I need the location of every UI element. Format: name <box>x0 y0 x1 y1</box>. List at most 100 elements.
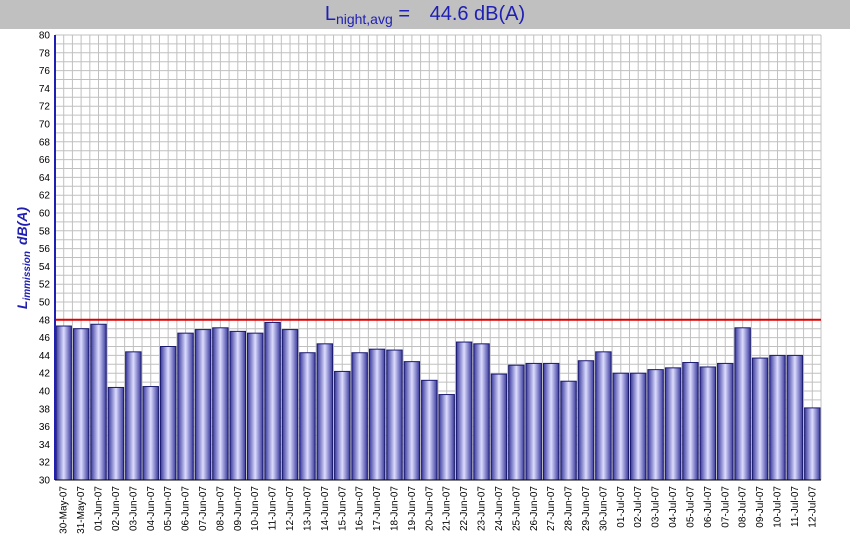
y-tick-label: 36 <box>39 422 51 433</box>
x-tick-label: 06-Jul-07 <box>703 486 714 528</box>
y-tick-label: 72 <box>39 102 51 113</box>
bar <box>438 394 455 481</box>
bar <box>159 346 177 481</box>
bar <box>264 321 281 481</box>
y-tick-label: 70 <box>39 120 51 131</box>
y-tick-label: 58 <box>39 226 51 237</box>
x-tick-label: 01-Jun-07 <box>94 486 105 531</box>
x-tick-labels: 30-May-07 31-May-07 01-Jun-07 02-Jun-07 03-J… <box>59 486 819 534</box>
y-tick-label: 64 <box>39 173 51 184</box>
y-axis-label-unit: dB(A) <box>14 207 30 245</box>
y-tick-label: 38 <box>39 404 51 415</box>
x-tick-label: 02-Jul-07 <box>633 486 644 528</box>
y-axis-label: Limmission dB(A) <box>14 207 33 309</box>
x-tick-label: 14-Jun-07 <box>320 486 331 531</box>
x-tick-label: 01-Jul-07 <box>616 486 627 528</box>
bar <box>473 343 490 481</box>
x-tick-label: 26-Jun-07 <box>529 486 540 531</box>
x-tick-label: 25-Jun-07 <box>511 486 522 531</box>
x-tick-label: 08-Jul-07 <box>738 486 749 528</box>
chart-title: Lnight,avg = 44.6 dB(A) <box>0 0 850 29</box>
x-tick-label: 30-May-07 <box>59 486 70 534</box>
x-tick-label: 11-Jun-07 <box>268 486 279 531</box>
bar <box>334 370 351 481</box>
x-tick-label: 09-Jun-07 <box>233 486 244 531</box>
x-tick-label: 28-Jun-07 <box>564 486 575 531</box>
bar <box>630 372 647 481</box>
x-tick-label: 03-Jun-07 <box>128 486 139 531</box>
y-tick-label: 44 <box>39 351 51 362</box>
bar <box>107 386 125 481</box>
bar <box>403 361 421 481</box>
bar <box>734 327 751 481</box>
y-tick-label: 42 <box>39 369 51 380</box>
bar <box>368 348 386 481</box>
x-tick-label: 09-Jul-07 <box>755 486 766 528</box>
y-tick-label: 78 <box>39 48 51 59</box>
y-tick-label: 62 <box>39 191 51 202</box>
y-tick-label: 48 <box>39 315 51 326</box>
bar <box>542 362 560 481</box>
bar <box>212 327 229 481</box>
bar <box>421 379 438 481</box>
x-tick-label: 06-Jun-07 <box>181 486 192 531</box>
y-tick-label: 60 <box>39 209 51 220</box>
x-tick-label: 23-Jun-07 <box>477 486 488 531</box>
y-tick-labels: 30 32 34 36 38 40 42 44 46 48 50 52 54 56 58 60 62 64 66 68… <box>39 31 51 487</box>
y-tick-label: 68 <box>39 137 51 148</box>
bar <box>560 380 577 481</box>
bar <box>595 351 612 481</box>
x-tick-label: 15-Jun-07 <box>337 486 348 531</box>
y-tick-label: 40 <box>39 387 51 398</box>
y-axis-label-sub: immission <box>22 251 33 300</box>
x-tick-label: 16-Jun-07 <box>355 486 366 531</box>
bar <box>316 343 334 481</box>
x-tick-label: 08-Jun-07 <box>215 486 226 531</box>
x-tick-label: 10-Jun-07 <box>250 486 261 531</box>
bar <box>90 323 107 481</box>
x-tick-label: 05-Jul-07 <box>685 486 696 528</box>
title-main: L <box>324 3 336 25</box>
y-tick-label: 52 <box>39 280 51 291</box>
x-tick-label: 31-May-07 <box>76 486 87 534</box>
bar <box>229 330 247 481</box>
bar <box>717 362 734 481</box>
y-tick-label: 56 <box>39 244 51 255</box>
y-axis-label-main: L <box>14 301 30 310</box>
bars <box>55 321 821 481</box>
x-tick-label: 07-Jul-07 <box>720 486 731 528</box>
y-tick-label: 76 <box>39 66 51 77</box>
x-tick-label: 07-Jun-07 <box>198 486 209 531</box>
bar <box>455 341 473 481</box>
title-subscript: night,avg <box>335 11 393 27</box>
x-tick-label: 02-Jun-07 <box>111 486 122 531</box>
x-tick-label: 05-Jun-07 <box>163 486 174 531</box>
bar <box>194 329 212 481</box>
bar <box>751 357 769 481</box>
x-tick-label: 17-Jun-07 <box>372 486 383 531</box>
bar <box>125 351 142 481</box>
x-tick-label: 22-Jun-07 <box>459 486 470 531</box>
x-tick-label: 19-Jun-07 <box>407 486 418 531</box>
y-tick-label: 66 <box>39 155 51 166</box>
title-value: 44.6 dB(A) <box>429 3 526 25</box>
axes <box>54 35 821 481</box>
bar <box>786 354 804 481</box>
bar <box>612 372 629 481</box>
x-tick-label: 24-Jun-07 <box>494 486 505 531</box>
bar <box>508 364 525 481</box>
bar <box>55 325 72 481</box>
y-tick-label: 80 <box>39 31 51 42</box>
bar <box>299 352 316 481</box>
x-tick-label: 20-Jun-07 <box>424 486 435 531</box>
x-tick-label: 12-Jun-07 <box>285 486 296 531</box>
x-tick-label: 03-Jul-07 <box>651 486 662 528</box>
y-tick-label: 50 <box>39 298 51 309</box>
bar <box>577 360 595 481</box>
bar <box>386 349 403 481</box>
y-tick-label: 54 <box>39 262 51 273</box>
x-tick-label: 10-Jul-07 <box>772 486 783 528</box>
y-tick-label: 74 <box>39 84 51 95</box>
bar <box>699 366 717 481</box>
bar <box>142 386 159 481</box>
